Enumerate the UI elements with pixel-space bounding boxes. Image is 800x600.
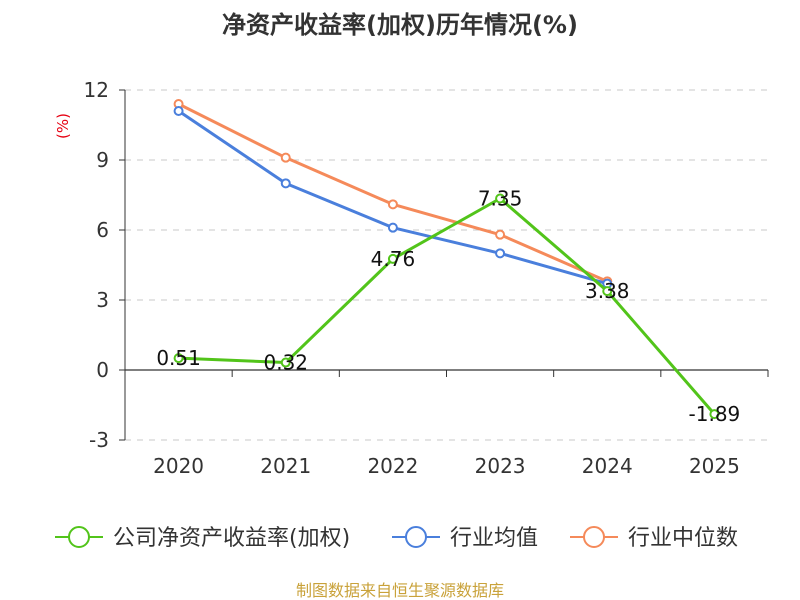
x-tick-label: 2025 <box>689 454 740 478</box>
y-tick-label: 3 <box>96 288 109 312</box>
data-point <box>602 286 613 297</box>
y-tick-label: 0 <box>96 358 109 382</box>
legend-label: 公司净资产收益率(加权) <box>113 526 350 551</box>
source-note: 制图数据来自恒生聚源数据库 <box>296 581 504 600</box>
x-tick-label: 2022 <box>367 454 418 478</box>
y-tick-label: -3 <box>89 428 109 452</box>
data-point <box>387 222 398 233</box>
data-point <box>495 229 506 240</box>
data-label: 0.51 <box>156 346 201 370</box>
y-tick-label: 9 <box>96 148 109 172</box>
legend-label: 行业中位数 <box>628 526 738 551</box>
axes: -3 0 3 6 9 12 2020 2021 2022 2023 2024 2025 <box>84 78 769 478</box>
data-label: 4.76 <box>371 247 416 271</box>
x-tick-label: 2021 <box>260 454 311 478</box>
y-tick-label: 6 <box>96 218 109 242</box>
series-line <box>178 197 716 416</box>
data-point <box>495 248 506 259</box>
data-labels: 0.51 0.32 4.76 7.35 3.38 -1.89 <box>156 187 740 427</box>
grid-lines <box>125 89 768 441</box>
data-point <box>280 178 291 189</box>
legend: 公司净资产收益率(加权) 行业均值 行业中位数 <box>55 526 738 551</box>
data-point <box>387 199 398 210</box>
legend-marker <box>405 526 427 548</box>
data-label: 3.38 <box>585 279 630 303</box>
data-point <box>280 152 291 163</box>
data-label: -1.89 <box>689 402 741 426</box>
y-tick-label: 12 <box>84 78 109 102</box>
chart-title: 净资产收益率(加权)历年情况(%) <box>222 11 578 39</box>
legend-marker <box>583 526 605 548</box>
series <box>173 99 720 420</box>
data-point <box>173 353 184 364</box>
data-point <box>495 193 506 204</box>
y-axis-unit: (%) <box>54 113 72 139</box>
data-label: 0.32 <box>263 351 308 375</box>
x-tick-label: 2023 <box>475 454 526 478</box>
x-tick-label: 2020 <box>153 454 204 478</box>
data-point <box>709 409 720 420</box>
legend-label: 行业均值 <box>450 526 538 551</box>
data-label: 7.35 <box>478 187 523 211</box>
data-point <box>173 106 184 116</box>
data-point <box>387 253 398 264</box>
x-tick-label: 2024 <box>582 454 633 478</box>
data-point <box>280 357 291 368</box>
legend-marker <box>68 526 90 548</box>
